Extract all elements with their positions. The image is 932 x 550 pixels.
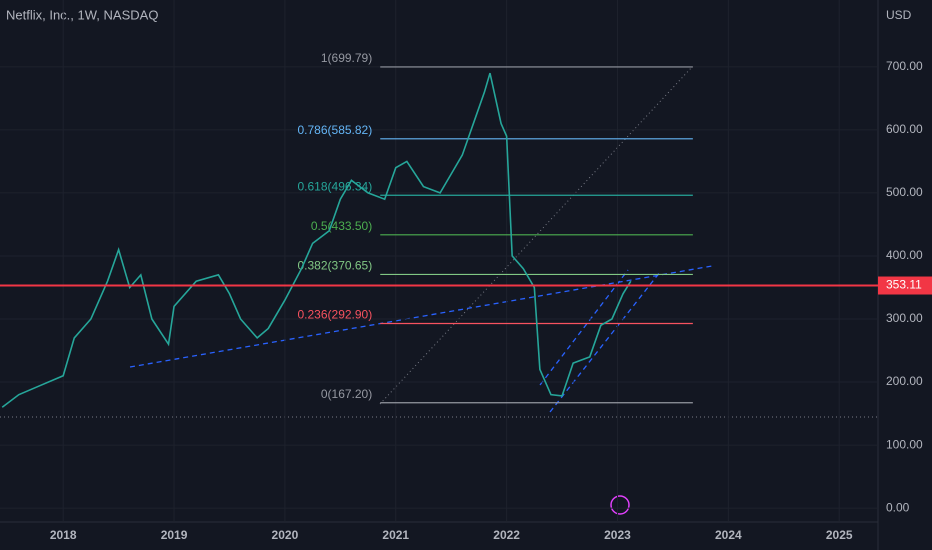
event-icon[interactable] <box>610 495 630 515</box>
channel-line <box>549 271 661 413</box>
last-price-label: 353.11 <box>886 278 922 292</box>
fib-label: 0.236(292.90) <box>298 308 373 322</box>
fib-diagonal <box>379 66 693 405</box>
fib-label: 0.5(433.50) <box>311 219 372 233</box>
y-tick-label: 600.00 <box>886 122 923 136</box>
last-price-box <box>878 276 932 295</box>
chart-title: Netflix, Inc., 1W, NASDAQ <box>6 7 158 22</box>
x-tick-label: 2021 <box>382 528 409 542</box>
fib-label: 0.382(370.65) <box>298 259 373 273</box>
y-tick-label: 100.00 <box>886 437 923 451</box>
fib-label: 1(699.79) <box>321 51 372 65</box>
x-tick-label: 2018 <box>50 528 77 542</box>
x-tick-label: 2024 <box>715 528 742 542</box>
x-tick-label: 2022 <box>493 528 520 542</box>
y-tick-label: 500.00 <box>886 185 923 199</box>
x-tick-label: 2025 <box>826 528 853 542</box>
y-tick-label: 700.00 <box>886 59 923 73</box>
x-tick-label: 2020 <box>272 528 299 542</box>
fib-label: 0.618(496.34) <box>298 179 373 193</box>
y-tick-label: 200.00 <box>886 374 923 388</box>
channel-line <box>539 269 629 386</box>
fib-label: 0.786(585.82) <box>298 123 373 137</box>
x-tick-label: 2019 <box>161 528 188 542</box>
x-tick-label: 2023 <box>604 528 631 542</box>
fib-label: 0(167.20) <box>321 387 372 401</box>
y-tick-label: 400.00 <box>886 248 923 262</box>
y-tick-label: 300.00 <box>886 311 923 325</box>
y-tick-label: 0.00 <box>886 500 910 514</box>
currency: USD <box>886 8 912 22</box>
